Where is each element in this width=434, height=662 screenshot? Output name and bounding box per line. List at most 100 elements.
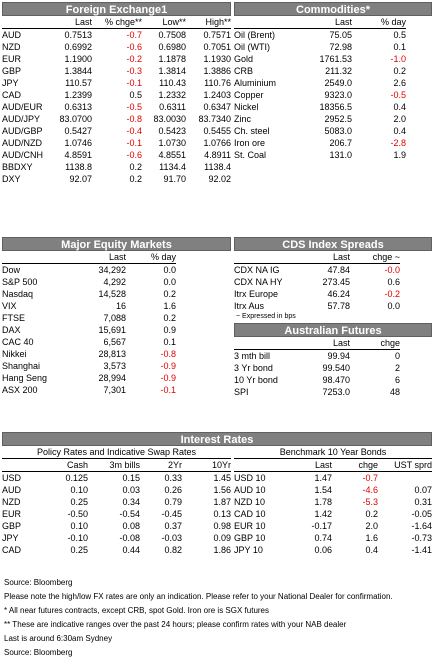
cell-value: 2.0 <box>393 114 406 124</box>
row-label: EUR 10 <box>234 521 266 531</box>
row-label: GBP <box>2 521 22 531</box>
row-label: NZD <box>2 497 21 507</box>
cell-value: 0.6347 <box>203 102 231 112</box>
cell-value: -4.6 <box>362 485 378 495</box>
cell-value: 92.02 <box>208 174 231 184</box>
row-label: CAD 10 <box>234 509 266 519</box>
cds-title: CDS Index Spreads <box>234 237 432 251</box>
cell-value: 0.25 <box>70 545 88 555</box>
cell-value: 0.13 <box>213 509 231 519</box>
cell-value: 1.2403 <box>203 90 231 100</box>
cell-value: 1138.4 <box>204 162 231 172</box>
cell-value: 1138.8 <box>65 162 92 172</box>
cell-value: 9323.0 <box>324 90 352 100</box>
table-row: CDX NA IG 47.84 -0.0 <box>234 264 432 277</box>
row-label: Hang Seng <box>2 373 48 383</box>
cell-value: 1.2332 <box>158 90 186 100</box>
row-label: 3 Yr bond <box>234 363 273 373</box>
cell-value: 0.1 <box>163 337 176 347</box>
table-row: Oil (WTI) 72.98 0.1 <box>234 41 432 53</box>
row-label: ASX 200 <box>2 385 38 395</box>
cell-value: -0.6 <box>126 42 142 52</box>
cell-value: 1.0746 <box>64 138 92 148</box>
cell-value: 0.82 <box>164 545 182 555</box>
equity-table: Last% day Dow 34,292 0.0 S&P 500 4,292 0.0 Nas… <box>2 251 231 396</box>
cell-value: -0.54 <box>119 509 140 519</box>
row-label: St. Coal <box>234 150 267 160</box>
row-label: S&P 500 <box>2 277 38 287</box>
cell-value: 1.78 <box>314 497 332 507</box>
cell-value: 0.79 <box>164 497 182 507</box>
column-header <box>234 337 302 350</box>
row-label: BBDXY <box>2 162 33 172</box>
cell-value: 1.3886 <box>203 66 231 76</box>
cell-value: 3,573 <box>103 361 126 371</box>
column-header: chge ~ <box>350 251 400 264</box>
cell-value: 0.06 <box>314 545 332 555</box>
table-row: Aluminium 2549.0 2.6 <box>234 77 432 89</box>
row-label: SPI <box>234 387 249 397</box>
cell-value: 1.42 <box>314 509 332 519</box>
cell-value: 4.8551 <box>158 150 186 160</box>
cell-value: 0.0 <box>163 265 176 275</box>
cell-value: -0.45 <box>161 509 182 519</box>
cell-value: 0.125 <box>65 473 88 483</box>
column-header: Last <box>48 16 92 29</box>
cell-value: 28,813 <box>98 349 126 359</box>
column-header: High** <box>186 16 231 29</box>
table-row: SPI 7253.0 48 <box>234 386 432 398</box>
cell-value: 4,292 <box>103 277 126 287</box>
futures-table: Last chge 3 mth bill 99.94 0 3 Yr bond 99.540… <box>234 337 432 398</box>
row-label: EUR <box>2 509 22 519</box>
cell-value: 83.0700 <box>59 114 92 124</box>
cell-value: 0.4 <box>393 102 406 112</box>
cell-value: 211.32 <box>325 66 352 76</box>
cell-value: 0.5 <box>129 90 142 100</box>
cell-value: 2549.0 <box>324 78 352 88</box>
disclaimer-note: Please note the high/low FX rates are on… <box>4 592 393 601</box>
cds-footnote: ~ Expressed in bps <box>236 313 296 320</box>
column-header: % chge** <box>92 16 142 29</box>
source-note-1: Source: Bloomberg <box>4 578 73 587</box>
cell-value: 47.84 <box>327 265 350 275</box>
table-row: Copper 9323.0 -0.5 <box>234 89 432 101</box>
policy-rates-table: Cash 3m bills 2Yr 10Yr USD 0.125 0.15 0.33 1.45… <box>2 459 231 556</box>
table-row: GBP 1.3844 -0.3 1.3814 1.3886 <box>2 65 231 77</box>
column-header: Last <box>296 16 352 29</box>
cell-value: 1.6 <box>163 301 176 311</box>
cell-value: 6 <box>394 375 400 385</box>
cell-value: 99.94 <box>327 351 350 361</box>
column-header: chge <box>332 459 378 472</box>
cell-value: -0.8 <box>160 349 176 359</box>
row-label: DXY <box>2 174 21 184</box>
table-row: Nasdaq 14,528 0.2 <box>2 288 231 300</box>
row-label: Copper <box>234 90 264 100</box>
cell-value: 0.15 <box>122 473 140 483</box>
cell-value: 48 <box>389 387 400 397</box>
cell-value: -0.73 <box>411 533 432 543</box>
column-header: chge <box>350 337 400 350</box>
cell-value: 4.8591 <box>64 150 92 160</box>
cell-value: 0.44 <box>122 545 140 555</box>
cell-value: 2.6 <box>393 78 406 88</box>
column-header: Last <box>64 251 126 264</box>
column-header <box>2 16 48 29</box>
cell-value: 0.4 <box>393 126 406 136</box>
column-header: UST sprd <box>378 459 432 472</box>
row-label: Iron ore <box>234 138 266 148</box>
cell-value: 206.7 <box>329 138 352 148</box>
cell-value: -1.0 <box>390 54 406 64</box>
row-label: AUD/GBP <box>2 126 43 136</box>
cell-value: 7,088 <box>103 313 126 323</box>
row-label: CAC 40 <box>2 337 34 347</box>
cell-value: -0.8 <box>126 114 142 124</box>
column-header: % day <box>126 251 176 264</box>
cell-value: 0.5423 <box>158 126 186 136</box>
cell-value: 83.0030 <box>153 114 186 124</box>
cell-value: 1.6 <box>365 533 378 543</box>
row-label: AUD 10 <box>234 485 266 495</box>
row-label: EUR <box>2 54 22 64</box>
table-row: CDX NA HY 273.45 0.6 <box>234 276 432 288</box>
futures-title: Australian Futures <box>234 323 432 337</box>
cell-value: 5083.0 <box>324 126 352 136</box>
